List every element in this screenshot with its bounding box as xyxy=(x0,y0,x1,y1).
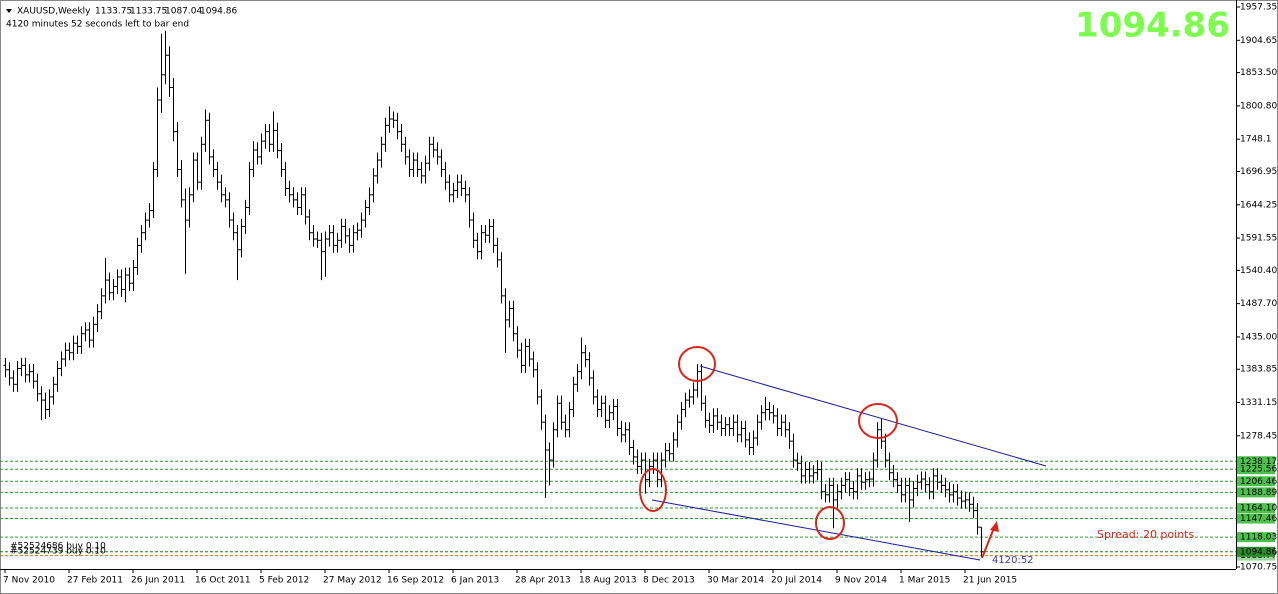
countdown: 4120:52 xyxy=(992,555,1034,566)
header-low: 1087.04 xyxy=(165,7,202,17)
y-tick-label: 1800.80 xyxy=(1240,101,1277,111)
level-label: 1164.10 xyxy=(1240,504,1277,514)
circle-marker xyxy=(678,346,716,382)
y-tick-label: 1644.25 xyxy=(1240,200,1277,210)
trend-line xyxy=(699,365,1047,467)
level-box xyxy=(1237,487,1275,498)
trend-line xyxy=(651,499,981,561)
y-tick-label: 1540.40 xyxy=(1240,266,1277,276)
x-tick-label: 26 Jun 2011 xyxy=(131,576,185,586)
level-label: 1188.89 xyxy=(1240,488,1277,498)
x-tick-label: 9 Nov 2014 xyxy=(835,576,887,586)
level-label: 1094.86 xyxy=(1240,547,1277,557)
x-tick-label: 16 Oct 2011 xyxy=(195,576,251,586)
trade-label: #52524739 buy 0.10 xyxy=(10,547,106,557)
level-box xyxy=(1237,456,1275,467)
x-tick-label: 1 Mar 2015 xyxy=(899,576,950,586)
y-tick-label: 1278.45 xyxy=(1240,431,1277,441)
y-tick-label: 1331.15 xyxy=(1240,398,1277,408)
level-box xyxy=(1237,532,1275,543)
y-tick-label: 1487.70 xyxy=(1240,299,1277,309)
plot: 1957.35 1904.65 1853.50 1800.80 1748.1 1696.9… xyxy=(0,3,1277,586)
level-label: 1225.56 xyxy=(1240,465,1277,475)
arrow xyxy=(981,527,995,559)
header: XAUUSD,Weekly 1133.75 1133.75 1087.04 10… xyxy=(6,6,1230,46)
timer-text: 4120 minutes 52 seconds left to bar end xyxy=(6,20,189,30)
level-box xyxy=(1237,476,1275,487)
x-tick-label: 20 Jul 2014 xyxy=(771,576,822,586)
x-tick-label: 27 May 2012 xyxy=(323,576,382,586)
y-tick-label: 1853.50 xyxy=(1240,68,1277,78)
level-box xyxy=(1237,546,1275,557)
last-price: 1094.86 xyxy=(1075,6,1230,46)
drawings: Spread: 20 points 4120:52 #52524686 buy … xyxy=(10,346,1194,566)
y-tick-label: 1904.65 xyxy=(1240,36,1277,46)
x-tick-label: 21 Jun 2015 xyxy=(963,576,1017,586)
spread-text: Spread: 20 points xyxy=(1097,528,1194,541)
level-label: 1147.46 xyxy=(1240,514,1277,524)
header-open: 1133.75 xyxy=(95,7,132,17)
y-tick-label: 1383.85 xyxy=(1240,365,1277,375)
circle-marker xyxy=(639,468,667,512)
x-tick-label: 28 Apr 2013 xyxy=(515,576,571,586)
x-tick-label: 5 Feb 2012 xyxy=(259,576,309,586)
x-tick-label: 30 Mar 2014 xyxy=(707,576,764,586)
y-tick-label: 1591.55 xyxy=(1240,234,1277,244)
level-box xyxy=(1237,513,1275,524)
x-tick-label: 18 Aug 2013 xyxy=(579,576,637,586)
circle-marker xyxy=(815,506,845,540)
x-tick-label: 27 Feb 2011 xyxy=(67,576,123,586)
header-high: 1133.75 xyxy=(130,7,167,17)
y-tick-label: 1070.75 xyxy=(1240,563,1277,573)
x-tick-label: 8 Dec 2013 xyxy=(643,576,695,586)
level-label: 1238.17 xyxy=(1240,457,1277,467)
x-tick-label: 16 Sep 2012 xyxy=(387,576,444,586)
trade-label: #52524686 buy 0.10 xyxy=(10,542,106,552)
y-tick-label: 1435.00 xyxy=(1240,332,1277,342)
level-label: 1206.46 xyxy=(1240,477,1277,487)
arrow-head xyxy=(990,521,999,532)
x-tick-label: 7 Nov 2010 xyxy=(3,576,55,586)
y-tick-label: 1957.35 xyxy=(1240,3,1277,13)
level-label: 1118.03 xyxy=(1240,533,1277,543)
symbol-title: XAUUSD,Weekly xyxy=(17,7,91,17)
level-box xyxy=(1237,503,1275,514)
circle-marker xyxy=(858,403,898,439)
level-box xyxy=(1237,464,1275,475)
header-close: 1094.86 xyxy=(200,7,237,17)
x-tick-label: 6 Jan 2013 xyxy=(451,576,499,586)
y-tick-label: 1696.95 xyxy=(1240,167,1277,177)
menu-arrow xyxy=(6,9,12,13)
y-tick-label: 1748.1 xyxy=(1240,135,1272,145)
